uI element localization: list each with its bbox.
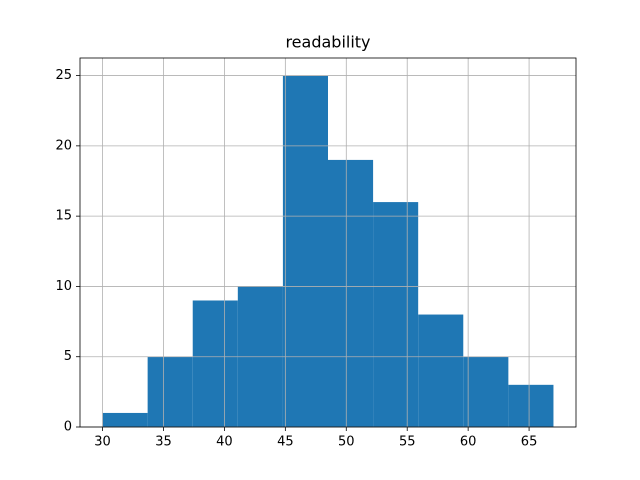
x-tick-label: 40: [216, 435, 233, 450]
x-tick-label: 65: [521, 435, 538, 450]
x-tick-label: 30: [94, 435, 111, 450]
plot-frame: [79, 57, 577, 428]
bar: [328, 159, 374, 427]
bar: [147, 356, 193, 427]
bar: [192, 300, 238, 427]
y-tick-label: 10: [55, 279, 72, 294]
y-tick-label: 20: [55, 138, 72, 153]
bar: [463, 356, 509, 427]
chart-title: readability: [285, 33, 370, 52]
x-tick-label: 50: [338, 435, 355, 450]
y-tick-label: 25: [55, 68, 72, 83]
x-tick-label: 60: [460, 435, 477, 450]
bar: [508, 384, 554, 427]
x-tick-label: 55: [399, 435, 416, 450]
bar: [282, 75, 328, 428]
x-tick-label: 35: [155, 435, 172, 450]
x-tick-label: 45: [277, 435, 294, 450]
bar: [102, 412, 148, 427]
y-tick-label: 0: [64, 420, 72, 435]
bar: [418, 314, 464, 427]
y-tick-label: 15: [55, 209, 72, 224]
bar: [373, 202, 419, 427]
y-tick-label: 5: [64, 349, 72, 364]
